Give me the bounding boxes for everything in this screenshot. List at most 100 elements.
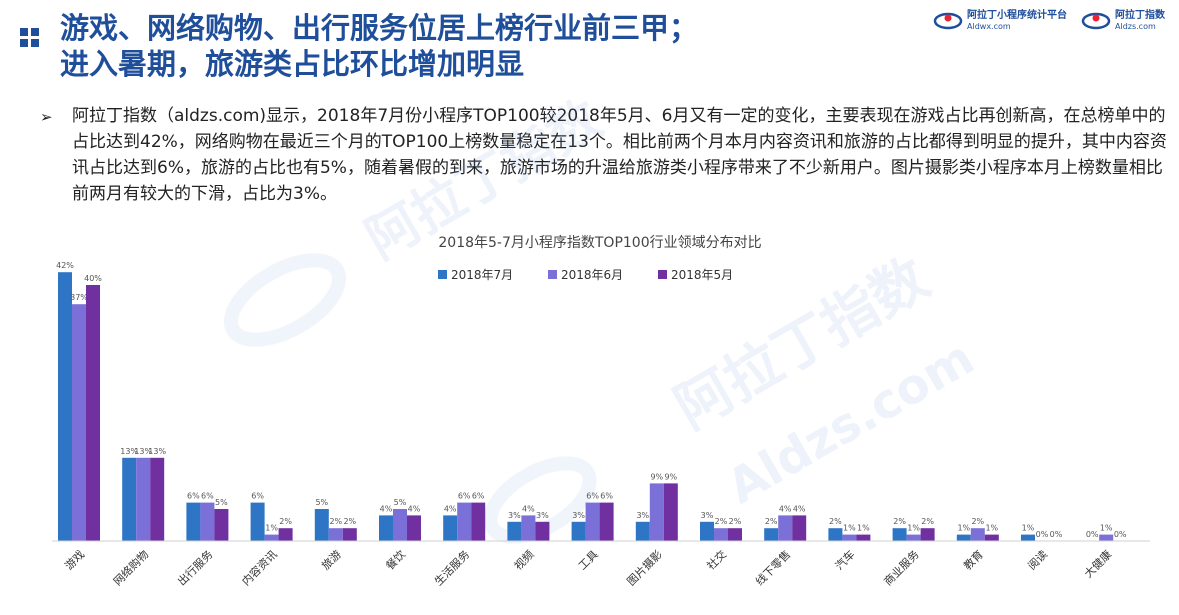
bar-value-label: 0% <box>1114 530 1127 539</box>
legend-swatch <box>548 270 557 279</box>
bar-网络购物-2018年7月 <box>122 457 137 541</box>
x-tick-label: 商业服务 <box>881 547 922 588</box>
x-tick-label: 出行服务 <box>175 547 216 588</box>
bar-线下零售-2018年5月 <box>792 515 807 541</box>
bar-value-label: 2% <box>279 517 292 526</box>
bar-value-label: 4% <box>793 504 806 513</box>
bar-线下零售-2018年6月 <box>778 515 793 541</box>
aldwx-logo-icon <box>933 12 963 30</box>
title-line-2: 进入暑期，旅游类占比环比增加明显 <box>60 47 525 81</box>
bar-value-label: 0% <box>1036 530 1049 539</box>
bar-出行服务-2018年5月 <box>214 509 229 541</box>
bar-出行服务-2018年6月 <box>200 502 215 541</box>
bullet-arrow-icon: ➢ <box>40 108 53 126</box>
x-tick-label: 内容资讯 <box>239 547 280 588</box>
bar-出行服务-2018年7月 <box>186 502 201 541</box>
bar-value-label: 3% <box>701 511 714 520</box>
bar-餐饮-2018年7月 <box>379 515 393 541</box>
x-axis-labels: 游戏 网络购物 出行服务 内容资讯 旅游 餐饮 生活服务 视频 工具 图片摄影 社交 线下零售 汽车 商业… <box>62 547 1114 588</box>
bar-游戏-2018年7月 <box>58 272 72 541</box>
bar-教育-2018年5月 <box>984 534 999 541</box>
bar-value-label: 2% <box>729 517 742 526</box>
bar-旅游-2018年5月 <box>342 528 357 541</box>
description-text: 阿拉丁指数（aldzs.com)显示，2018年7月份小程序TOP100较201… <box>72 106 1167 204</box>
bar-内容资讯-2018年6月 <box>264 534 279 541</box>
x-tick-label: 网络购物 <box>110 547 151 588</box>
bar-value-label: 5% <box>215 498 228 507</box>
bar-value-label: 1% <box>857 524 870 533</box>
bar-教育-2018年7月 <box>956 534 971 541</box>
bar-教育-2018年6月 <box>970 528 985 541</box>
aldzs-logo-name: 阿拉丁指数 <box>1115 10 1165 21</box>
bar-value-label: 6% <box>187 492 200 501</box>
bar-value-label: 1% <box>985 524 998 533</box>
legend-swatch <box>658 270 667 279</box>
bar-chart: 2018年5-7月小程序指数TOP100行业领域分布对比 2018年7月 2018… <box>52 235 1150 588</box>
bar-value-label: 6% <box>472 492 485 501</box>
bar-value-label: 2% <box>921 517 934 526</box>
bar-视频-2018年7月 <box>507 521 522 541</box>
header-logos: 阿拉丁小程序统计平台 Aldwx.com 阿拉丁指数 Aldzs.com <box>933 6 1165 36</box>
x-tick-label: 餐饮 <box>383 547 408 572</box>
bar-value-label: 0% <box>1086 530 1099 539</box>
bar-汽车-2018年6月 <box>842 534 857 541</box>
bar-value-label: 40% <box>84 274 102 283</box>
bar-旅游-2018年6月 <box>328 528 343 541</box>
bar-线下零售-2018年7月 <box>764 528 779 541</box>
bar-商业服务-2018年6月 <box>906 534 921 541</box>
bar-游戏-2018年5月 <box>86 285 100 541</box>
x-tick-label: 线下零售 <box>752 547 793 588</box>
aldwx-logo-name: 阿拉丁小程序统计平台 <box>967 10 1067 21</box>
bar-value-label: 0% <box>1050 530 1063 539</box>
bar-汽车-2018年5月 <box>856 534 871 541</box>
x-tick-label: 图片摄影 <box>624 547 665 588</box>
bar-value-label: 3% <box>572 511 585 520</box>
bar-生活服务-2018年5月 <box>471 502 486 541</box>
chart-legend: 2018年7月 2018年6月 2018年5月 <box>438 268 733 282</box>
aldwx-logo-domain: Aldwx.com <box>967 22 1011 31</box>
bar-图片摄影-2018年6月 <box>649 483 664 541</box>
bar-内容资讯-2018年5月 <box>278 528 293 541</box>
legend-label: 2018年5月 <box>671 268 733 282</box>
bar-旅游-2018年7月 <box>314 509 329 541</box>
bar-value-label: 9% <box>664 472 677 481</box>
bar-社交-2018年5月 <box>728 528 742 541</box>
bar-餐饮-2018年5月 <box>407 515 421 541</box>
bar-工具-2018年5月 <box>599 502 614 541</box>
bar-商业服务-2018年5月 <box>920 528 935 541</box>
bar-value-label: 2% <box>829 517 842 526</box>
x-tick-label: 工具 <box>576 548 601 573</box>
bar-value-label: 2% <box>343 517 356 526</box>
bar-value-label: 2% <box>971 517 984 526</box>
title-line-1: 游戏、网络购物、出行服务位居上榜行业前三甲； <box>60 11 699 45</box>
x-tick-label: 汽车 <box>832 547 857 572</box>
legend-label: 2018年7月 <box>451 268 513 282</box>
bar-value-label: 2% <box>893 517 906 526</box>
legend-label: 2018年6月 <box>561 268 623 282</box>
aldwx-logo: 阿拉丁小程序统计平台 Aldwx.com <box>933 6 1067 36</box>
bar-游戏-2018年6月 <box>72 304 86 541</box>
bar-value-label: 4% <box>779 504 792 513</box>
bar-网络购物-2018年5月 <box>150 457 165 541</box>
x-tick-label: 大健康 <box>1081 547 1114 580</box>
bar-value-label: 4% <box>444 504 457 513</box>
bar-value-label: 3% <box>636 511 649 520</box>
x-tick-label: 游戏 <box>62 548 87 573</box>
x-tick-label: 生活服务 <box>431 547 472 588</box>
aldzs-logo-domain: Aldzs.com <box>1115 22 1156 31</box>
bar-汽车-2018年7月 <box>828 528 843 541</box>
bar-内容资讯-2018年7月 <box>250 502 265 541</box>
x-tick-label: 视频 <box>511 547 536 572</box>
bar-视频-2018年6月 <box>521 515 536 541</box>
x-tick-label: 社交 <box>704 547 729 572</box>
aldzs-logo: 阿拉丁指数 Aldzs.com <box>1081 6 1165 36</box>
bar-工具-2018年7月 <box>571 521 586 541</box>
x-tick-label: 阅读 <box>1025 547 1050 572</box>
bar-value-label: 1% <box>265 524 278 533</box>
bar-value-label: 6% <box>251 492 264 501</box>
bar-value-label: 3% <box>508 511 521 520</box>
bar-value-label: 13% <box>134 447 152 456</box>
bar-社交-2018年6月 <box>714 528 728 541</box>
bar-阅读-2018年7月 <box>1021 534 1035 541</box>
bar-value-label: 1% <box>843 524 856 533</box>
